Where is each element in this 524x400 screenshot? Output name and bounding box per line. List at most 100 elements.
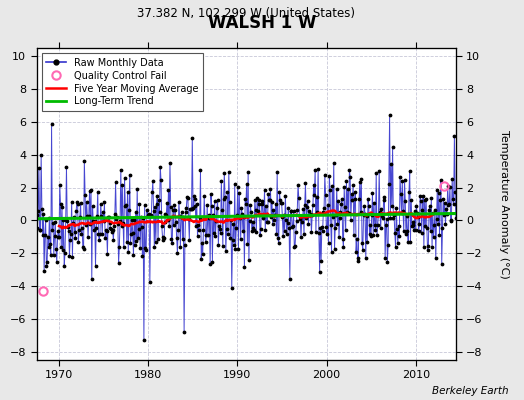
Point xyxy=(358,247,367,254)
Point xyxy=(144,213,152,219)
Point xyxy=(309,202,317,208)
Point xyxy=(342,178,351,184)
Point xyxy=(361,211,369,218)
Point xyxy=(92,225,101,231)
Point xyxy=(185,237,193,243)
Point xyxy=(163,217,172,224)
Point xyxy=(320,205,328,211)
Point xyxy=(236,215,244,221)
Point xyxy=(165,186,173,193)
Point xyxy=(184,215,193,222)
Point xyxy=(179,214,188,220)
Point xyxy=(369,231,377,238)
Point xyxy=(42,263,50,269)
Point xyxy=(135,201,144,208)
Point xyxy=(298,219,307,225)
Point xyxy=(277,200,286,206)
Point xyxy=(446,218,455,224)
Point xyxy=(401,198,409,204)
Point xyxy=(146,279,154,285)
Point xyxy=(424,243,432,250)
Point xyxy=(115,244,124,250)
Point xyxy=(59,247,67,254)
Point xyxy=(289,223,297,230)
Point xyxy=(367,212,376,218)
Point xyxy=(326,222,335,228)
Point xyxy=(432,216,441,223)
Point xyxy=(350,232,358,238)
Point xyxy=(180,329,188,335)
Point xyxy=(56,201,64,208)
Point xyxy=(375,168,384,174)
Point xyxy=(275,240,283,246)
Point xyxy=(75,214,84,220)
Point xyxy=(387,161,395,167)
Point xyxy=(380,194,389,200)
Point xyxy=(312,194,321,200)
Point xyxy=(140,337,148,344)
Point xyxy=(129,252,138,258)
Point xyxy=(91,218,99,224)
Point xyxy=(342,227,350,234)
Point xyxy=(428,244,436,250)
Point xyxy=(134,235,142,242)
Point xyxy=(282,231,291,237)
Point xyxy=(237,205,246,212)
Point xyxy=(243,181,251,187)
Point xyxy=(206,261,214,268)
Point xyxy=(368,190,377,196)
Point xyxy=(415,221,423,227)
Legend: Raw Monthly Data, Quality Control Fail, Five Year Moving Average, Long-Term Tren: Raw Monthly Data, Quality Control Fail, … xyxy=(41,53,203,111)
Point xyxy=(248,219,257,225)
Point xyxy=(165,223,173,230)
Point xyxy=(194,222,202,228)
Point xyxy=(294,194,303,201)
Point xyxy=(305,212,314,219)
Point xyxy=(160,219,169,226)
Point xyxy=(273,169,281,176)
Point xyxy=(310,192,319,198)
Point xyxy=(176,212,184,219)
Point xyxy=(389,215,398,221)
Point xyxy=(130,217,138,224)
Point xyxy=(232,224,241,231)
Point xyxy=(161,210,170,217)
Point xyxy=(379,215,387,221)
Point xyxy=(41,217,50,223)
Point xyxy=(36,227,45,234)
Point xyxy=(319,228,327,235)
Point xyxy=(49,220,57,226)
Point xyxy=(234,246,243,252)
Point xyxy=(288,224,296,230)
Point xyxy=(227,216,235,223)
Point xyxy=(239,213,248,220)
Point xyxy=(257,226,265,233)
Point xyxy=(149,208,158,214)
Point xyxy=(323,231,331,238)
Point xyxy=(263,219,271,225)
Point xyxy=(38,232,47,238)
Point xyxy=(287,208,296,214)
Point xyxy=(43,234,52,240)
Point xyxy=(301,202,309,208)
Point xyxy=(441,221,450,227)
Point xyxy=(298,213,306,220)
Point xyxy=(89,218,97,225)
Point xyxy=(83,213,92,219)
Point xyxy=(335,234,343,241)
Point xyxy=(131,241,139,248)
Point xyxy=(178,209,186,215)
Point xyxy=(376,209,384,216)
Point xyxy=(434,220,442,227)
Point xyxy=(108,227,117,233)
Point xyxy=(181,241,189,248)
Point xyxy=(443,211,451,218)
Point xyxy=(372,170,380,176)
Point xyxy=(93,212,101,219)
Point xyxy=(160,235,168,242)
Point xyxy=(215,223,223,229)
Point xyxy=(331,224,340,231)
Point xyxy=(269,207,278,213)
Point xyxy=(445,200,453,207)
Point xyxy=(409,222,418,228)
